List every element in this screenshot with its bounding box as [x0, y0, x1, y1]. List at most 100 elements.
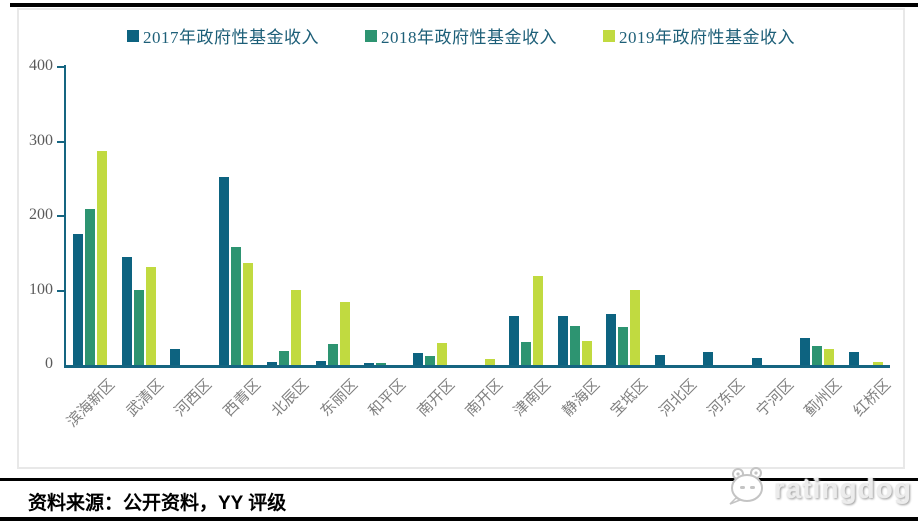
bar — [872, 362, 883, 365]
bar — [557, 316, 568, 365]
legend-item-3: 2019年政府性基金收入 — [603, 23, 795, 48]
bar — [751, 358, 762, 365]
bar — [703, 352, 714, 365]
bar — [170, 349, 181, 365]
x-tick-label-text: 东丽区 — [317, 376, 361, 420]
legend-label: 2018年政府性基金收入 — [381, 28, 557, 47]
x-tick-label-text: 河西区 — [172, 376, 216, 420]
y-tick — [57, 66, 64, 68]
bar-group — [648, 67, 696, 365]
plot-area: 滨海新区 武清区 河西区 西青区 北辰区 东丽区 和平区 南开区 南开区 津南区 静海区 宝坻区 河北区… — [29, 57, 894, 431]
bar — [581, 341, 592, 365]
bar-group — [211, 67, 259, 365]
bar — [618, 327, 629, 365]
source-note: 资料来源：公开资料，YY 评级 — [28, 493, 287, 514]
legend-item-1: 2017年政府性基金收入 — [127, 23, 319, 48]
legend-item-2: 2018年政府性基金收入 — [365, 23, 557, 48]
x-tick-label-text: 北辰区 — [269, 376, 313, 420]
bar — [85, 209, 96, 365]
bar — [800, 338, 811, 365]
bar — [412, 353, 423, 365]
x-tick-label-text: 河东区 — [705, 376, 749, 420]
bar — [279, 351, 290, 365]
bar — [73, 234, 84, 365]
bar — [364, 363, 375, 365]
x-tick-label-text: 红桥区 — [850, 376, 894, 420]
x-tick-label-text: 滨海新区 — [64, 376, 119, 431]
bar-group — [260, 67, 308, 365]
bar-group — [163, 67, 211, 365]
bar — [509, 316, 520, 365]
x-tick-label-text: 津南区 — [511, 376, 555, 420]
bar-group — [599, 67, 647, 365]
y-tick — [57, 140, 64, 143]
bar — [654, 355, 665, 365]
y-axis — [64, 65, 66, 365]
bar — [218, 177, 229, 365]
y-tick — [57, 289, 64, 292]
x-tick-label-text: 南开区 — [414, 376, 458, 420]
y-tick-label: 400 — [29, 57, 53, 74]
legend-swatch — [365, 29, 377, 42]
y-tick-label: 100 — [29, 280, 53, 298]
bar — [97, 151, 108, 365]
bar — [824, 349, 835, 365]
bar-group — [114, 67, 162, 365]
bar — [339, 302, 350, 365]
bar — [230, 247, 241, 365]
legend-label: 2017年政府性基金收入 — [143, 28, 319, 47]
bar — [812, 346, 823, 365]
chart-container: 2017年政府性基金收入 2018年政府性基金收入 2019年政府性基金收入 滨海新… — [17, 8, 905, 469]
bar — [242, 263, 253, 365]
bar — [424, 356, 435, 365]
y-tick-label: 200 — [29, 206, 53, 223]
chart-legend: 2017年政府性基金收入 2018年政府性基金收入 2019年政府性基金收入 — [19, 23, 903, 48]
y-tick-label: 300 — [29, 131, 53, 149]
x-tick-label-text: 武清区 — [123, 376, 167, 420]
bar-group — [357, 67, 405, 365]
x-axis-labels: 滨海新区 武清区 河西区 西青区 北辰区 东丽区 和平区 南开区 南开区 津南区 静海区 宝坻区 河北区… — [65, 370, 894, 450]
x-tick-label-text: 河北区 — [656, 376, 701, 420]
bar-group — [502, 67, 550, 365]
bar — [484, 359, 495, 365]
bar-group — [308, 67, 356, 365]
brand-logo: ratingdog — [726, 466, 912, 511]
x-tick-label-text: 蓟州区 — [802, 376, 846, 420]
bar — [145, 267, 156, 365]
bar-group — [551, 67, 599, 365]
bars-row — [66, 67, 890, 365]
x-tick-label-text: 宝坻区 — [608, 376, 652, 420]
bar-group — [696, 67, 744, 365]
bar — [133, 290, 144, 365]
bar — [606, 314, 617, 365]
x-tick-label-text: 和平区 — [366, 376, 410, 420]
x-tick-label-text: 静海区 — [559, 376, 604, 420]
bar-group — [745, 67, 793, 365]
bar — [848, 352, 859, 365]
bar — [315, 361, 326, 365]
legend-swatch — [603, 29, 615, 42]
bar — [533, 276, 544, 365]
bar — [569, 326, 580, 365]
bar — [291, 290, 302, 365]
x-tick-label-text: 西青区 — [220, 376, 264, 420]
x-tick-label-text: 宁河区 — [753, 376, 797, 420]
bar — [436, 343, 447, 365]
bar-group — [842, 67, 890, 365]
y-tick — [57, 215, 64, 217]
bar — [267, 362, 278, 365]
x-tick-label-text: 南开区 — [462, 376, 507, 420]
bar — [121, 257, 132, 365]
x-axis — [64, 365, 890, 368]
legend-label: 2019年政府性基金收入 — [619, 28, 795, 47]
bar-group — [66, 67, 114, 365]
ratingdog-dog-icon — [726, 466, 770, 511]
bar-group — [793, 67, 841, 365]
legend-swatch — [127, 29, 139, 42]
y-tick-label: 0 — [45, 355, 53, 372]
bar — [630, 290, 641, 365]
bar-group — [454, 67, 502, 365]
bar — [521, 342, 532, 365]
bar-group — [405, 67, 453, 365]
